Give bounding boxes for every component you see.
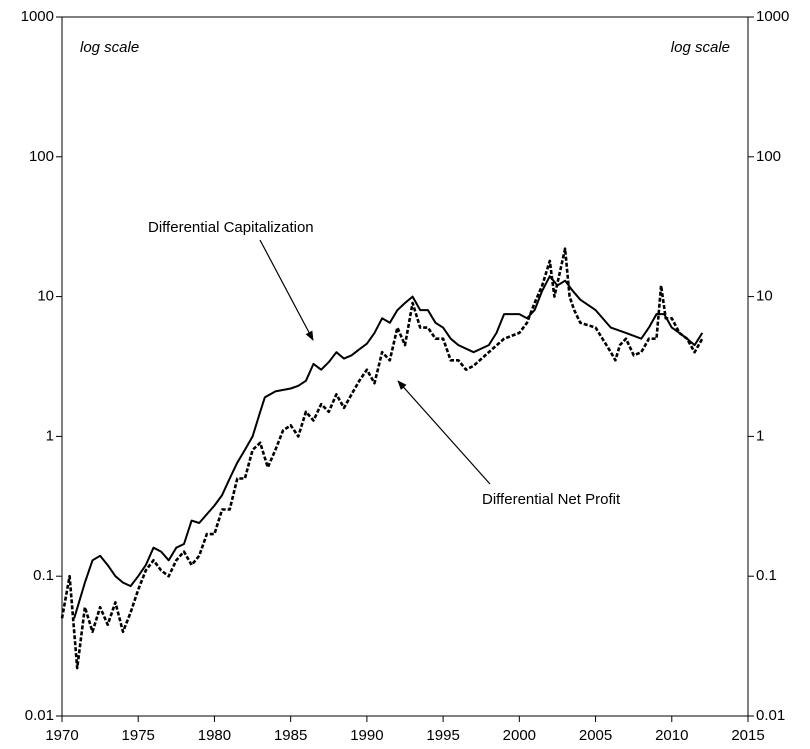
- x-tick-label: 1990: [350, 727, 383, 744]
- y2-tick-label: 10: [756, 288, 773, 305]
- x-tick-label: 1995: [426, 727, 459, 744]
- x-tick-label: 2000: [503, 727, 536, 744]
- y2-tick-label: 100: [756, 148, 781, 165]
- y-tick-label: 1: [46, 427, 54, 444]
- y2-tick-label: 1: [756, 427, 764, 444]
- x-tick-label: 1970: [45, 727, 78, 744]
- x-tick-label: 2005: [579, 727, 612, 744]
- y-tick-label: 0.1: [33, 567, 54, 584]
- y-tick-label: 0.01: [25, 707, 54, 724]
- plot-frame: [61, 16, 749, 717]
- x-tick-label: 1980: [198, 727, 231, 744]
- series-line: [60, 247, 704, 670]
- x-tick-label: 2010: [655, 727, 688, 744]
- y-tick-label: 100: [29, 148, 54, 165]
- annotation: Differential Capitalization: [148, 219, 314, 236]
- arrow: [397, 380, 491, 485]
- annotation: Differential Net Profit: [482, 491, 621, 508]
- y2-tick-label: 0.1: [756, 567, 777, 584]
- x-tick-label: 2015: [731, 727, 764, 744]
- arrow: [259, 239, 314, 341]
- y-tick-label: 1000: [21, 8, 54, 25]
- y-tick-label: 10: [37, 288, 54, 305]
- annotation: log scale: [671, 39, 730, 56]
- y2-tick-label: 0.01: [756, 707, 785, 724]
- x-tick-label: 1985: [274, 727, 307, 744]
- series-line: [73, 275, 704, 619]
- x-tick-label: 1975: [122, 727, 155, 744]
- y2-tick-label: 1000: [756, 8, 789, 25]
- annotation: log scale: [80, 39, 139, 56]
